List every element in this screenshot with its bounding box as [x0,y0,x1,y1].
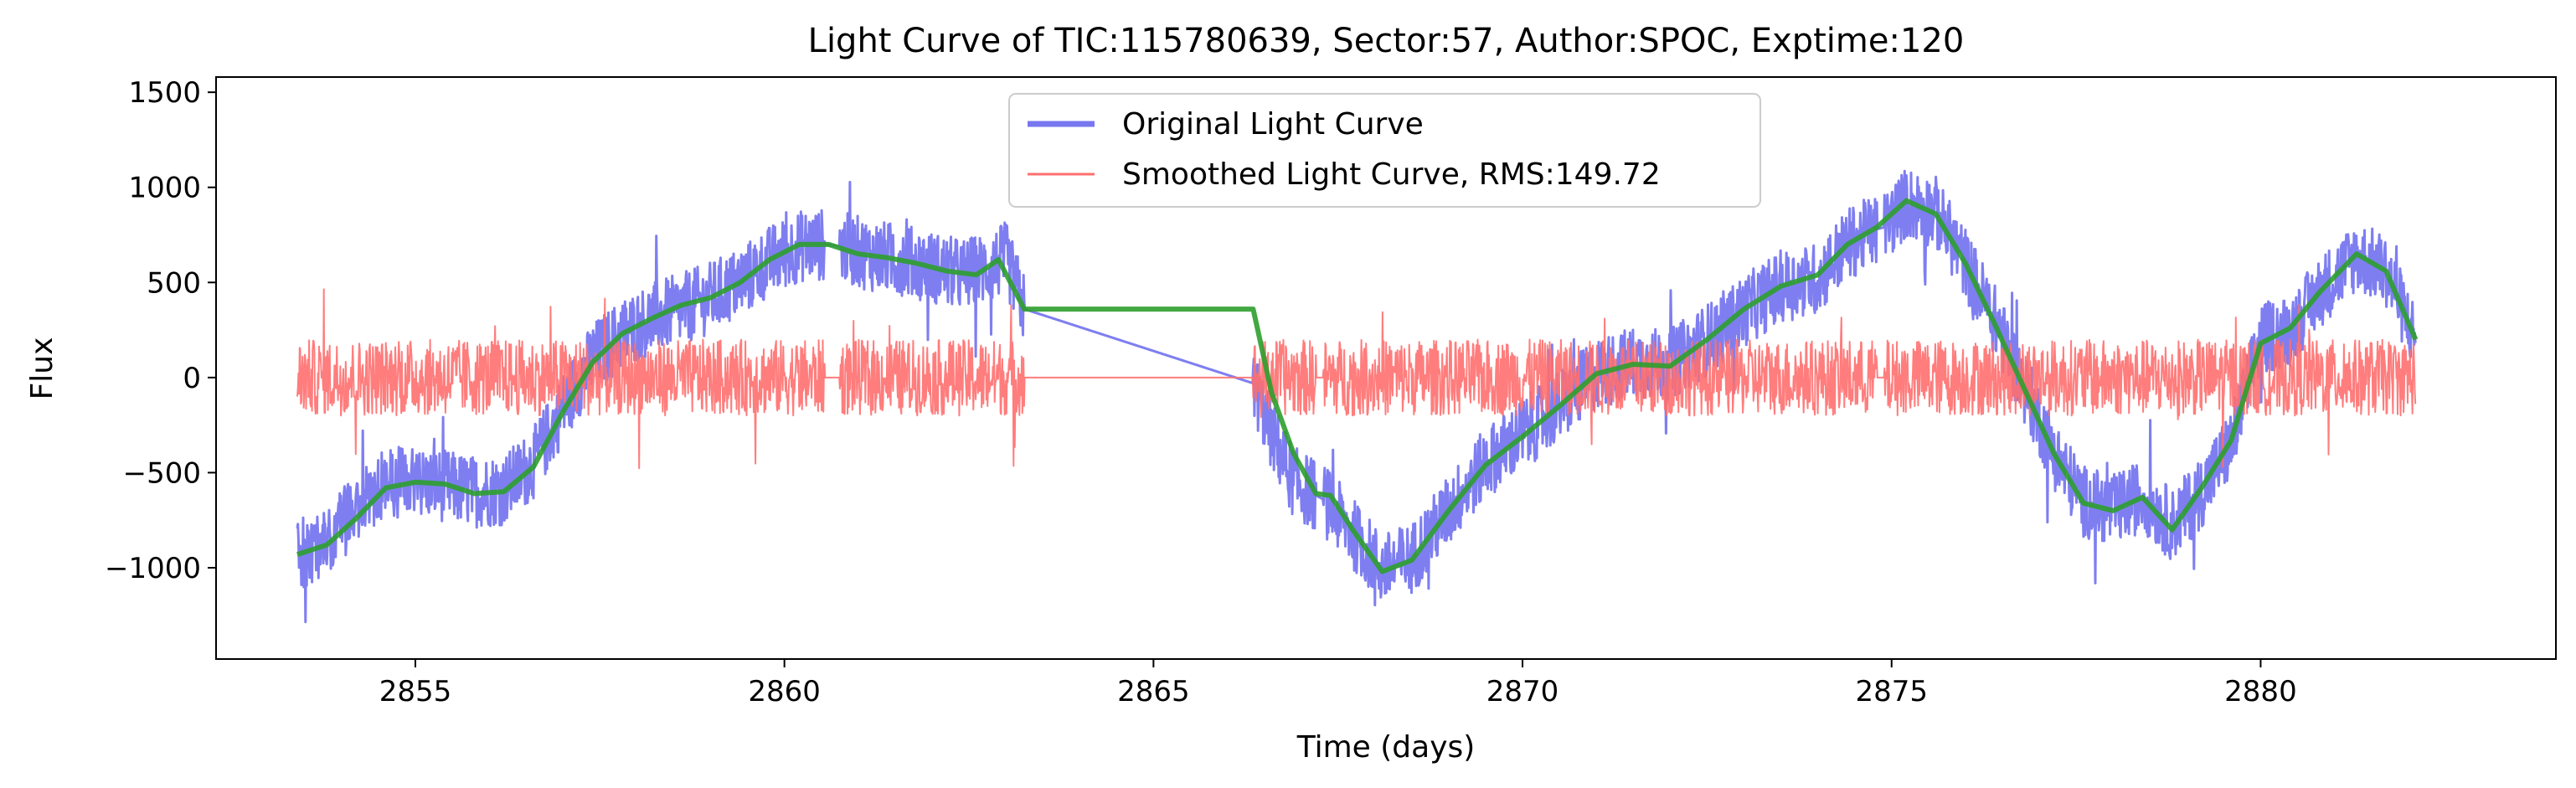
y-axis-label: Flux [25,337,59,400]
x-tick-label: 2865 [1117,675,1190,708]
legend-frame [1008,93,1761,208]
series-original-light-curve [296,169,2417,624]
legend: Original Light Curve Smoothed Light Curv… [1008,93,1761,208]
plot-frame [215,76,2557,660]
series-trend-line [296,198,2419,574]
x-axis-label: Time (days) [1296,730,1476,765]
legend-label-smoothed: Smoothed Light Curve, RMS:149.72 [1122,157,1661,192]
x-tick-label: 2870 [1486,675,1559,708]
x-tick-label: 2860 [748,675,821,708]
y-tick-label: 0 [183,362,201,395]
y-tick-label: −1000 [105,552,201,585]
x-axis: 2855 2860 2865 2870 2875 2880 [379,659,2297,708]
x-tick-label: 2855 [379,675,452,708]
x-tick-label: 2880 [2224,675,2297,708]
y-tick-label: 1500 [128,76,201,110]
y-tick-label: −500 [123,456,201,490]
legend-label-original: Original Light Curve [1122,107,1424,142]
y-tick-label: 1000 [128,172,201,205]
series-smoothed-light-curve [296,288,2417,470]
chart-title: Light Curve of TIC:115780639, Sector:57,… [808,22,1965,60]
y-tick-label: 500 [147,266,201,300]
series-layer [296,169,2419,624]
x-tick-label: 2875 [1855,675,1928,708]
y-axis: −1000 −500 0 500 1000 1500 [105,76,216,585]
